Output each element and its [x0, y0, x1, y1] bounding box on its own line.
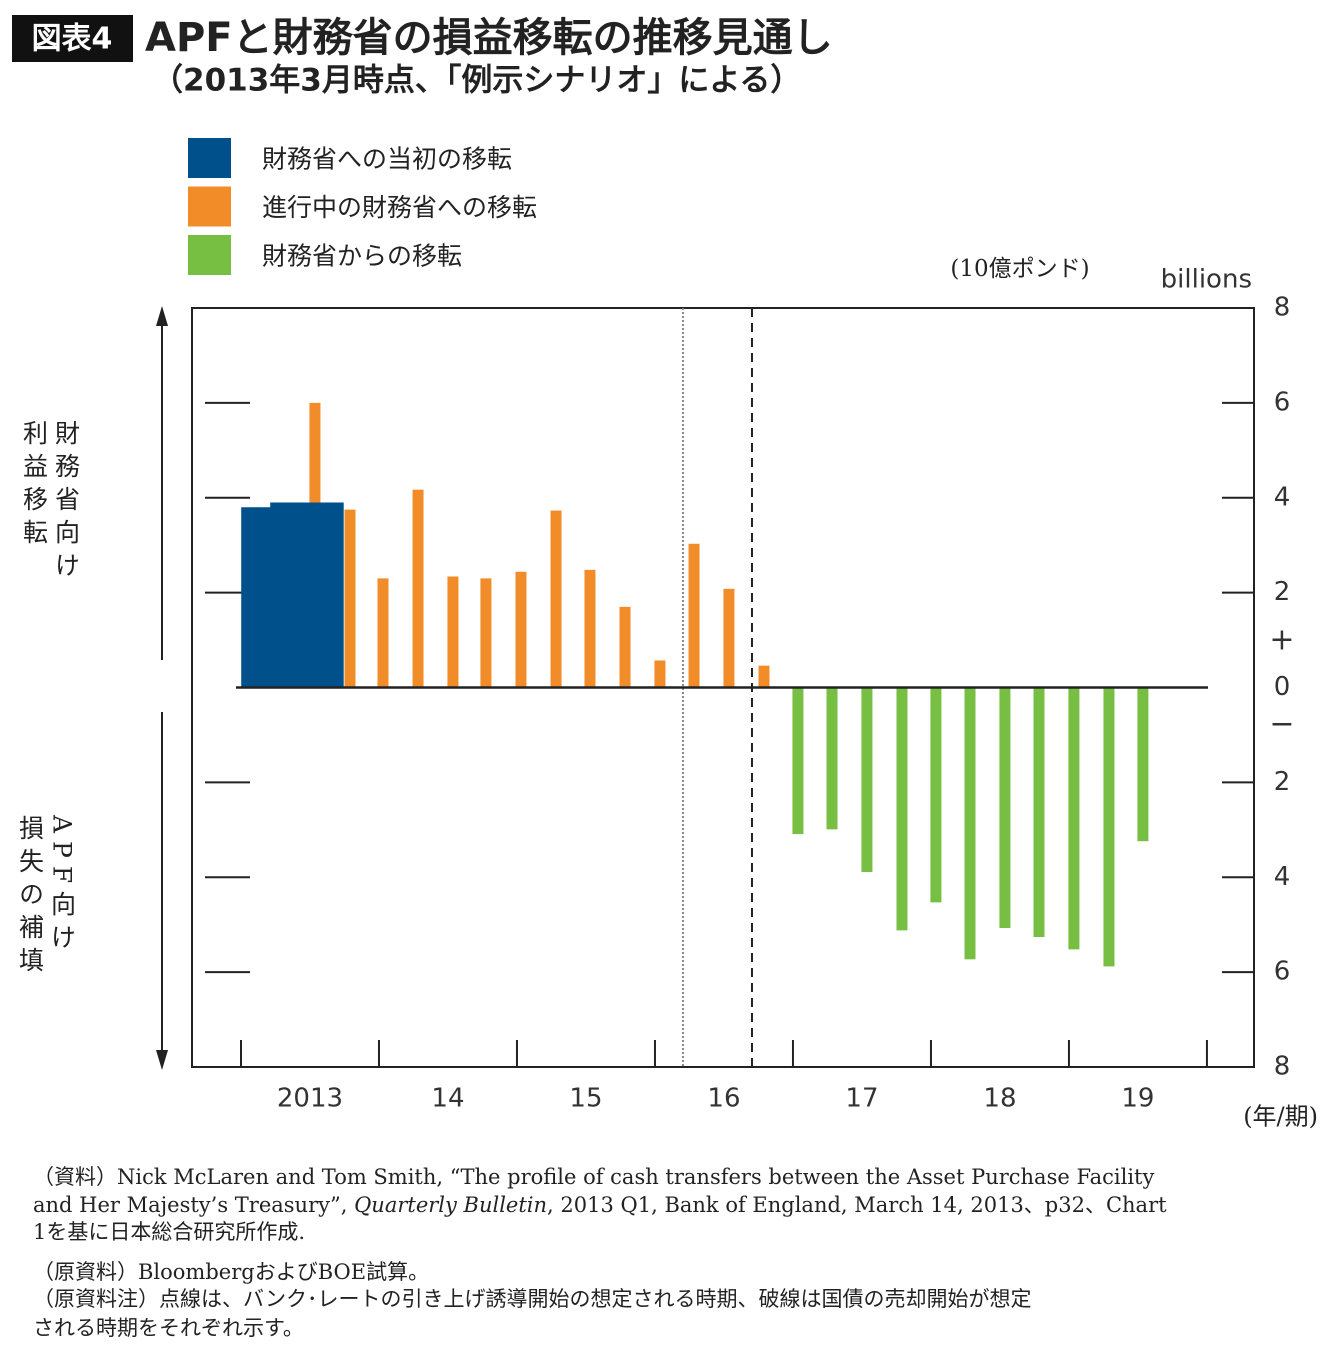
bar	[328, 502, 344, 688]
y-tick-label: 0	[1274, 672, 1291, 702]
note: （原資料）BloombergおよびBOE試算。	[33, 1260, 429, 1284]
note-part: Quarterly Bulletin	[354, 1193, 547, 1217]
x-tick-label: 2013	[277, 1084, 343, 1114]
bar	[964, 687, 976, 960]
bar	[688, 543, 700, 688]
x-tick-label: 18	[983, 1084, 1016, 1114]
note: される時期をそれぞれ示す。	[33, 1316, 304, 1340]
bar	[619, 606, 631, 688]
bar	[377, 578, 389, 688]
note-part: and Her Majesty’s Treasury”,	[33, 1193, 354, 1217]
y-tick-label: 8	[1274, 293, 1291, 323]
chart-subtitle: （2013年3月時点、「例示シナリオ」による）	[152, 63, 801, 99]
legend-label: 進行中の財務省への移転	[262, 193, 537, 222]
bar	[1137, 687, 1149, 842]
note-part: , 2013 Q1, Bank of England, March 14, 20…	[547, 1193, 1167, 1217]
chart-title: APFと財務省の損益移転の推移見通し	[145, 15, 833, 61]
bar	[515, 571, 527, 688]
legend-swatch	[188, 138, 231, 178]
x-tick-label: 15	[569, 1084, 602, 1114]
bar	[723, 588, 735, 688]
bar	[999, 687, 1011, 929]
arrow-head	[156, 306, 168, 326]
plot-frame	[191, 307, 1255, 1068]
y-tick-label: 4	[1274, 482, 1291, 512]
bar	[1033, 687, 1045, 938]
minus-sign: −	[1269, 707, 1294, 742]
note: and Her Majesty’s Treasury”, Quarterly B…	[33, 1193, 1167, 1217]
bar	[826, 687, 838, 830]
bar	[256, 507, 272, 688]
bar	[758, 665, 770, 688]
unit-label-en: billions	[1161, 265, 1252, 295]
badge: 図表4	[32, 22, 113, 57]
y-tick-label: 2	[1274, 577, 1291, 607]
x-tick-label: 19	[1121, 1084, 1154, 1114]
x-tick-label: 17	[845, 1084, 878, 1114]
bar	[344, 509, 356, 688]
legend-label: 財務省からの移転	[262, 242, 462, 271]
y-tick-label: 6	[1274, 387, 1291, 417]
bar	[654, 660, 666, 688]
bar	[299, 502, 315, 688]
unit-label: (10億ポンド)	[950, 256, 1089, 282]
bar	[480, 578, 492, 688]
note: 1を基に日本総合研究所作成.	[33, 1220, 305, 1244]
bar	[550, 510, 562, 688]
y-tick-label: 8	[1274, 1052, 1291, 1082]
bar	[930, 687, 942, 903]
arrow-head	[156, 1050, 168, 1070]
y-tick-label: 4	[1274, 862, 1291, 892]
x-tick-label: 16	[707, 1084, 740, 1114]
y-tick-label: 2	[1274, 767, 1291, 797]
bar	[1103, 687, 1115, 967]
side-label: 利益移転	[20, 420, 49, 552]
legend-swatch	[188, 235, 231, 275]
note: （原資料注）点線は、バンク･レートの引き上げ誘導開始の想定される時期、破線は国債…	[33, 1287, 1032, 1311]
y-tick-label: 6	[1274, 957, 1291, 987]
legend-swatch	[188, 186, 231, 227]
bar	[584, 569, 596, 688]
bar	[1068, 687, 1080, 950]
side-label: 財務省向け	[52, 420, 81, 585]
bar	[314, 502, 330, 688]
plus-sign: +	[1269, 623, 1294, 658]
bar	[270, 502, 286, 688]
bar	[241, 507, 257, 688]
note: （資料）Nick McLaren and Tom Smith, “The pro…	[33, 1165, 1154, 1189]
x-unit-label: (年/期)	[1243, 1103, 1318, 1131]
bar	[285, 502, 301, 688]
side-label: APF向け	[48, 814, 77, 957]
bar	[792, 687, 804, 835]
bar	[412, 489, 424, 688]
side-label: 損失の補填	[16, 815, 45, 980]
bar	[896, 687, 908, 931]
x-tick-label: 14	[431, 1084, 464, 1114]
bar	[861, 687, 873, 873]
bar	[447, 576, 459, 688]
badge-box	[12, 15, 133, 62]
legend-label: 財務省への当初の移転	[262, 145, 512, 174]
